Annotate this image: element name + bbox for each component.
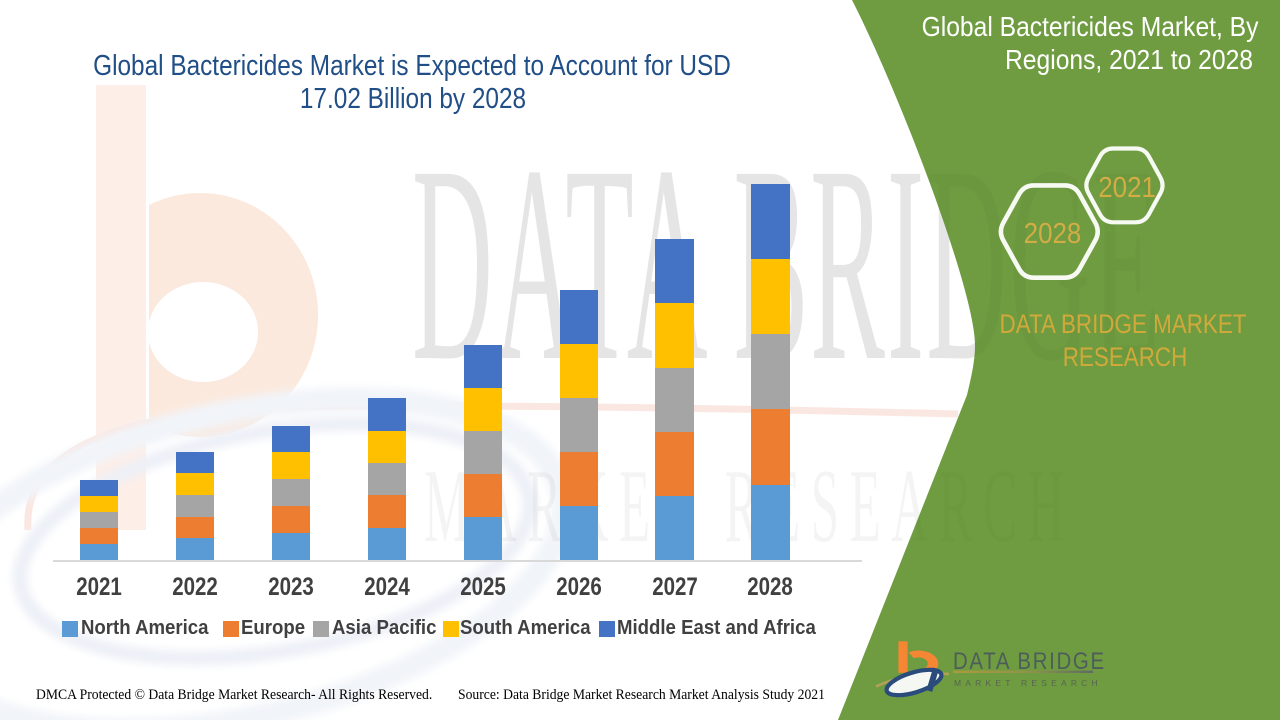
svg-text:DATA BRIDGE: DATA BRIDGE [953, 647, 1106, 674]
svg-text:MARKET RESEARCH: MARKET RESEARCH [954, 678, 1102, 688]
svg-text:2021: 2021 [1098, 171, 1156, 203]
svg-text:2028: 2028 [1024, 217, 1082, 249]
svg-text:MARKET RESEARCH: MARKET RESEARCH [424, 447, 1075, 564]
